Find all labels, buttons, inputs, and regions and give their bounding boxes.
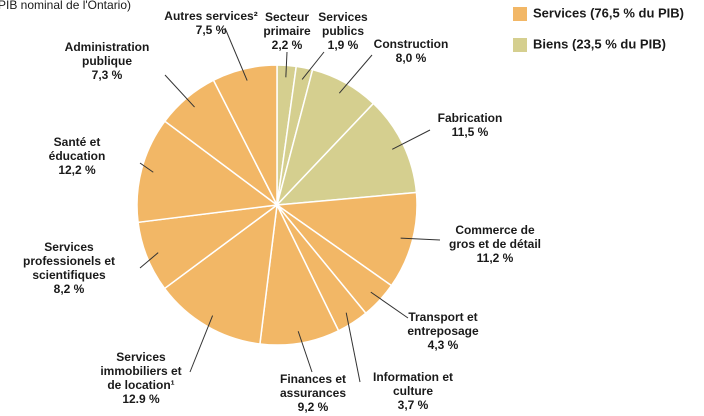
slice-value-label: 8,0 % (396, 51, 427, 65)
leader-line (139, 162, 154, 173)
slice-label: Secteur (265, 10, 309, 24)
slice-label: assurances (280, 386, 346, 400)
slice-value-label: 1,9 % (328, 38, 359, 52)
slice-label: publique (82, 54, 132, 68)
leader-line (224, 27, 248, 81)
leader-line (392, 129, 431, 150)
slice-value-label: 12,2 % (58, 163, 96, 177)
slice-label: primaire (263, 24, 311, 38)
legend-label: Services (76,5 % du PIB) (533, 5, 684, 20)
slice-label: Fabrication (438, 111, 503, 125)
leader-line (164, 74, 195, 108)
slice-label: Santé et (54, 135, 101, 149)
slice-label: Information et (373, 370, 453, 384)
leader-line (400, 237, 441, 241)
slice-label: de location¹ (107, 378, 174, 392)
slice-label: publics (322, 24, 364, 38)
slice-value-label: 4,3 % (428, 338, 459, 352)
pie-slice (163, 203, 278, 345)
legend-label: Biens (23,5 % du PIB) (533, 36, 666, 51)
slice-label: professionels et (23, 254, 115, 268)
pie-slice (274, 191, 418, 287)
leader-line (189, 315, 214, 373)
pie-slice (136, 120, 279, 224)
slice-value-label: 2,2 % (272, 38, 303, 52)
chart-title: PIB nominal de l'Ontario) (0, 0, 131, 12)
slice-label: Autres services² (164, 9, 257, 23)
slice-value-label: 3,7 % (398, 398, 429, 412)
slice-label: Commerce de (455, 223, 535, 237)
slice-label: Finances et (280, 372, 346, 386)
legend-swatch (513, 7, 527, 21)
legend-swatch (513, 38, 527, 52)
leader-line (370, 291, 409, 319)
slice-label: Services (318, 10, 368, 24)
slice-label: éducation (49, 149, 106, 163)
slice-value-label: 11,2 % (477, 251, 514, 265)
slice-value-label: 11,5 % (452, 125, 489, 139)
slice-label: gros et de détail (449, 237, 541, 251)
leader-line (139, 252, 159, 269)
slice-label: Administration (65, 40, 150, 54)
slice-label: Construction (374, 37, 449, 51)
slice-label: scientifiques (32, 268, 106, 282)
slice-label: Transport et (408, 310, 477, 324)
leader-line (285, 51, 288, 78)
leader-line (297, 331, 313, 373)
slice-value-label: 9,2 % (298, 400, 329, 414)
slice-label: immobiliers et (100, 364, 181, 378)
slice-value-label: 7,3 % (92, 68, 123, 82)
slice-value-label: 12.9 % (122, 392, 160, 406)
pie-slice (259, 202, 340, 346)
leader-line (345, 312, 361, 383)
pie-slice (212, 64, 278, 206)
slice-label: culture (393, 384, 433, 398)
slice-label: Services (116, 350, 166, 364)
slice-value-label: 7,5 % (196, 23, 227, 37)
slice-value-label: 8,2 % (54, 282, 85, 296)
leader-line (301, 51, 325, 80)
slice-label: Services (44, 240, 94, 254)
slice-label: entreposage (407, 324, 479, 338)
leader-line (338, 54, 373, 94)
